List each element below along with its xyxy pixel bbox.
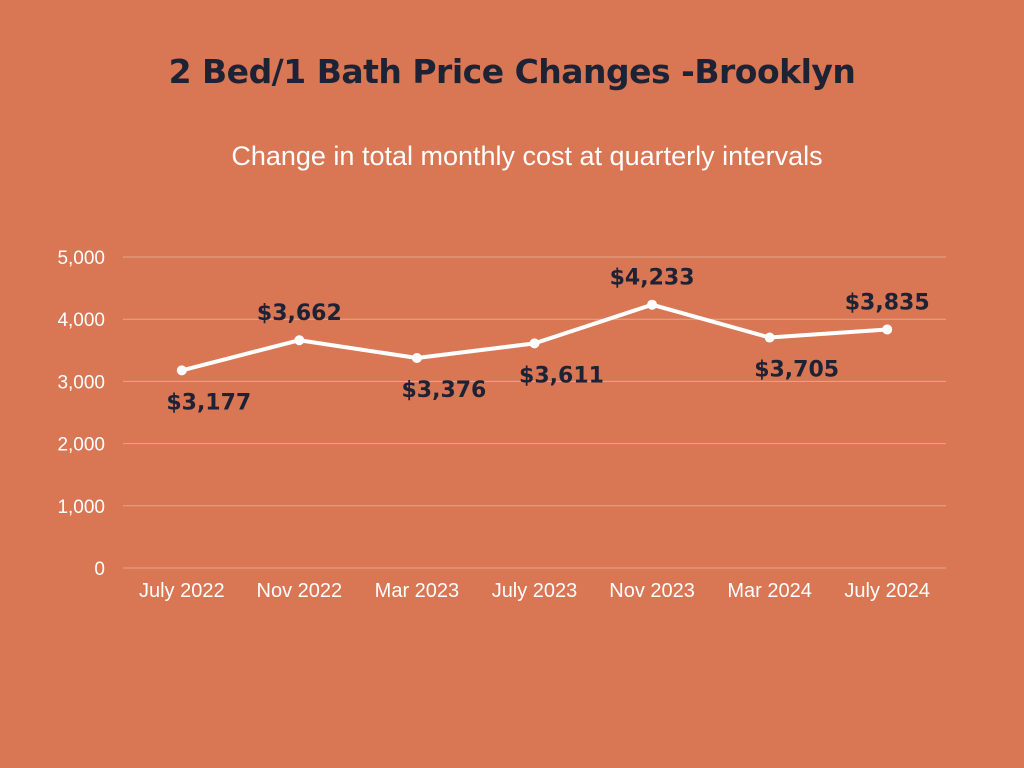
data-point [176, 365, 187, 376]
y-tick-label: 2,000 [57, 435, 105, 456]
data-point [647, 299, 658, 310]
data-label: $3,662 [257, 301, 342, 326]
x-tick-label: Nov 2022 [257, 580, 343, 602]
data-label: $3,376 [401, 378, 486, 403]
data-label: $4,233 [610, 266, 695, 291]
data-point [882, 324, 893, 335]
x-tick-label: Mar 2024 [727, 580, 812, 602]
chart-title: 2 Bed/1 Bath Price Changes -Brooklyn [168, 52, 856, 91]
data-point [411, 353, 422, 364]
x-tick-label: July 2023 [492, 580, 578, 602]
data-label: $3,705 [754, 358, 839, 383]
data-point [529, 338, 540, 349]
y-tick-label: 5,000 [57, 248, 105, 269]
x-tick-label: July 2024 [844, 580, 930, 602]
x-tick-label: July 2022 [139, 580, 225, 602]
chart-subtitle: Change in total monthly cost at quarterl… [231, 141, 823, 171]
x-tick-label: Mar 2023 [375, 580, 460, 602]
data-point [294, 335, 305, 346]
data-label: $3,611 [519, 363, 604, 388]
y-tick-label: 1,000 [57, 497, 105, 518]
data-label: $3,835 [845, 290, 930, 315]
y-tick-label: 3,000 [57, 372, 105, 393]
x-tick-label: Nov 2023 [609, 580, 695, 602]
data-label: $3,177 [166, 390, 251, 415]
y-tick-label: 4,000 [57, 310, 105, 331]
data-point [764, 332, 775, 343]
y-tick-label: 0 [94, 559, 105, 580]
